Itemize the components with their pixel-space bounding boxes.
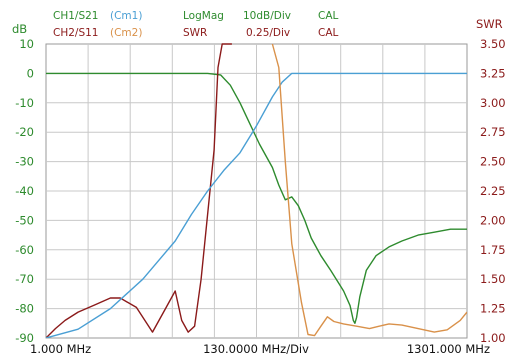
left-tick-label: -30: [15, 155, 34, 169]
ch1-format-label: LogMag: [183, 10, 224, 22]
trace-cm2: [271, 43, 467, 337]
left-tick-label: -60: [15, 243, 34, 257]
ch2-format-label: SWR: [183, 27, 207, 39]
left-tick-label: -10: [15, 96, 34, 110]
ch2-memory-label: (Cm2): [110, 27, 142, 39]
trace-cm1: [46, 72, 467, 338]
right-axis-unit: SWR: [476, 17, 503, 31]
ch2-scale-label: 0.25/Div: [246, 27, 290, 39]
left-tick-label: -70: [15, 272, 34, 286]
right-axis-ticks: 3.50 3.25 3.00 2.75 2.50 2.25 2.00 1.75 1.50 1.25…: [480, 37, 506, 345]
right-tick-label: 3.25: [480, 66, 506, 80]
ch2-cal-label: CAL: [318, 27, 339, 39]
left-tick-label: -20: [15, 125, 34, 139]
right-tick-label: 2.25: [480, 184, 506, 198]
trace-layer: [46, 43, 467, 338]
ch1-scale-label: 10dB/Div: [243, 10, 291, 22]
trace-ch1-s21: [46, 72, 467, 324]
x-tick-label: 1301.000 MHz: [407, 342, 490, 356]
right-tick-label: 2.50: [480, 155, 506, 169]
left-axis-unit: dB: [12, 22, 27, 36]
left-tick-label: -50: [15, 213, 34, 227]
right-tick-label: 3.00: [480, 96, 506, 110]
plot-grid: [45, 43, 468, 339]
left-axis-ticks: 10 0 -10 -20 -30 -40 -50 -60 -70 -80 -90: [15, 37, 34, 345]
ch1-cal-label: CAL: [318, 10, 339, 22]
trace-ch2-s11: [46, 43, 232, 338]
left-tick-label: 0: [27, 66, 34, 80]
right-tick-label: 1.75: [480, 243, 506, 257]
left-tick-label: 10: [19, 37, 34, 51]
left-tick-label: -40: [15, 184, 34, 198]
ch1-label: CH1/S21: [53, 10, 98, 22]
x-tick-label: 1.000 MHz: [30, 342, 91, 356]
right-tick-label: 3.50: [480, 37, 506, 51]
left-tick-label: -90: [15, 331, 34, 345]
right-tick-label: 1.50: [480, 272, 506, 286]
left-tick-label: -80: [15, 302, 34, 316]
ch2-label: CH2/S11: [53, 27, 98, 39]
ch1-memory-label: (Cm1): [110, 10, 142, 22]
right-tick-label: 2.00: [480, 213, 506, 227]
x-axis-ticks: 1.000 MHz 130.0000 MHz/Div 1301.000 MHz: [30, 342, 490, 356]
right-tick-label: 2.75: [480, 125, 506, 139]
x-tick-label: 130.0000 MHz/Div: [203, 342, 309, 356]
right-tick-label: 1.25: [480, 302, 506, 316]
right-tick-label: 1.00: [480, 331, 506, 345]
